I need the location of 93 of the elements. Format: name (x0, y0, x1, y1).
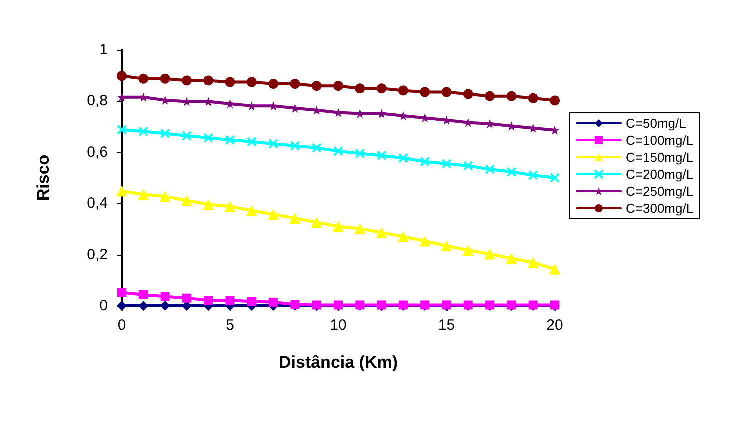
point (138, 301, 149, 311)
point (290, 79, 300, 90)
point (484, 248, 496, 260)
point (550, 173, 560, 183)
point (182, 131, 192, 142)
x-tick-label: 0 (118, 317, 126, 334)
point (528, 93, 538, 104)
point (204, 296, 214, 306)
point (160, 191, 171, 202)
point (442, 158, 452, 169)
legend-label: C=300mg/L (626, 201, 694, 216)
point (246, 205, 258, 216)
point (182, 294, 192, 303)
y-tick-label: 0,8 (87, 92, 108, 110)
point (506, 91, 517, 102)
point (224, 201, 236, 212)
point (420, 156, 430, 167)
point (268, 79, 279, 90)
point (528, 257, 539, 268)
point (376, 84, 387, 94)
point (225, 77, 236, 88)
point (311, 217, 322, 228)
point (312, 143, 322, 154)
point (506, 167, 517, 178)
point (290, 141, 300, 151)
point (420, 236, 431, 247)
point (246, 136, 257, 147)
x-tick-label: 5 (226, 317, 234, 334)
point (420, 87, 430, 98)
point (355, 148, 366, 159)
point (398, 231, 409, 242)
point (334, 81, 344, 92)
point (160, 301, 170, 311)
point (463, 160, 474, 171)
point (462, 244, 474, 256)
point (138, 126, 149, 137)
point (226, 296, 235, 306)
x-axis-title: Distância (Km) (278, 353, 398, 372)
x-tick-label: 15 (438, 317, 456, 334)
point (116, 186, 128, 197)
point (398, 153, 408, 164)
point (550, 264, 560, 275)
point (268, 209, 280, 220)
y-tick-label: 0,6 (87, 144, 108, 161)
y-tick-label: 1 (100, 42, 108, 58)
point (269, 298, 278, 307)
point (376, 227, 388, 238)
point (354, 223, 366, 234)
x-tick-label: 20 (546, 317, 564, 334)
legend-label: C=250mg/L (626, 184, 694, 199)
point (160, 292, 170, 302)
point (204, 76, 214, 86)
point (441, 240, 452, 252)
x-tick-label: 10 (330, 317, 347, 334)
point (268, 138, 279, 149)
point (506, 253, 518, 264)
point (247, 297, 256, 306)
y-tick-label: 0,2 (87, 246, 108, 264)
point (398, 86, 408, 96)
y-tick-label: 0,4 (87, 195, 108, 212)
point (181, 195, 192, 206)
point (550, 96, 560, 106)
point (117, 71, 127, 82)
point (138, 74, 149, 84)
point (225, 135, 236, 146)
legend-label: C=50mg/L (626, 116, 686, 131)
y-axis-title: Risco (34, 154, 53, 202)
point (246, 77, 257, 88)
point (528, 170, 538, 180)
legend-label: C=150mg/L (626, 150, 694, 165)
point (160, 74, 170, 84)
point (485, 91, 496, 102)
point (203, 199, 214, 210)
point (204, 133, 214, 144)
point (312, 81, 322, 92)
point (376, 150, 387, 161)
point (139, 290, 148, 300)
point (118, 288, 126, 298)
point (182, 76, 192, 86)
point (485, 164, 496, 175)
legend-label: C=100mg/L (626, 133, 694, 148)
point (334, 146, 344, 156)
y-tick-label: 0 (100, 298, 108, 314)
point (333, 221, 344, 232)
point (442, 87, 452, 98)
point (138, 189, 150, 200)
point (117, 124, 127, 135)
point (160, 128, 170, 139)
legend-label: C=200mg/L (626, 167, 694, 182)
point (290, 212, 301, 224)
point (355, 84, 366, 94)
point (269, 102, 278, 111)
point (463, 89, 474, 100)
